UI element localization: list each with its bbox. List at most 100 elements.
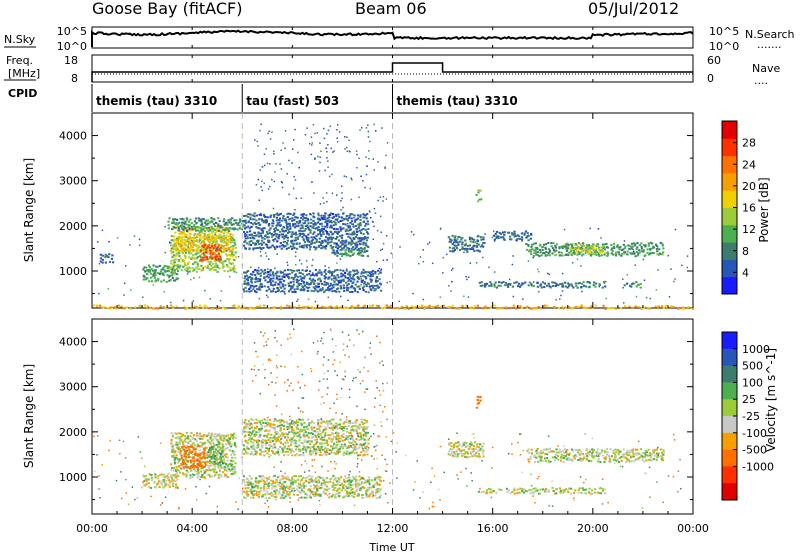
range-cell (179, 244, 182, 246)
range-cell (594, 285, 597, 288)
range-cell (337, 231, 340, 233)
range-cell (555, 243, 558, 246)
range-cell (317, 245, 321, 248)
range-cell (179, 264, 182, 267)
range-cell (471, 238, 474, 241)
range-cell (316, 217, 319, 220)
range-cell (281, 283, 284, 286)
range-cell (285, 247, 288, 250)
range-cell (267, 433, 270, 436)
range-cell (176, 486, 179, 489)
range-cell (312, 212, 315, 215)
range-cell (319, 161, 321, 164)
range-cell (303, 426, 306, 429)
range-cell (149, 486, 152, 489)
range-cell (287, 231, 290, 234)
range-cell (209, 436, 212, 439)
range-cell (329, 288, 332, 290)
range-cell (332, 279, 335, 282)
range-cell (182, 444, 185, 447)
range-cell (186, 247, 189, 250)
range-cell (221, 261, 224, 264)
range-cell (277, 289, 280, 292)
range-cell (152, 264, 155, 267)
range-cell (292, 450, 296, 453)
range-cell (370, 280, 373, 283)
range-cell (261, 270, 264, 273)
range-cell (371, 492, 374, 494)
range-cell (299, 422, 302, 424)
range-cell (590, 252, 593, 255)
range-cell (293, 139, 295, 141)
range-cell (177, 277, 179, 280)
range-cell (300, 484, 303, 487)
range-cell (188, 236, 191, 239)
range-cell (243, 235, 247, 238)
range-cell (508, 231, 511, 234)
range-cell (218, 245, 222, 248)
range-cell (284, 432, 287, 435)
range-cell (370, 486, 373, 489)
range-cell (328, 266, 330, 269)
range-cell (346, 288, 348, 291)
range-cell (659, 241, 662, 244)
range-cell (249, 437, 252, 440)
range-cell (171, 482, 174, 485)
range-cell (314, 237, 317, 240)
range-cell (280, 307, 283, 310)
range-cell (302, 442, 305, 445)
range-cell (335, 288, 339, 291)
range-cell (367, 480, 370, 483)
range-cell (366, 426, 369, 429)
range-cell (270, 449, 273, 452)
range-cell (550, 245, 553, 248)
range-cell (354, 424, 357, 427)
range-cell (225, 264, 229, 266)
range-cell (286, 223, 289, 226)
range-cell (273, 443, 276, 445)
range-cell (345, 418, 348, 421)
range-cell (233, 304, 236, 307)
range-cell (541, 249, 544, 251)
range-cell (548, 249, 551, 252)
range-cell (343, 274, 346, 277)
range-cell (269, 278, 272, 281)
range-cell (626, 253, 628, 255)
range-cell (357, 237, 360, 240)
range-cell (243, 448, 246, 451)
range-cell (334, 478, 337, 480)
range-cell (283, 433, 286, 436)
range-cell (354, 247, 357, 250)
range-cell (268, 258, 270, 260)
range-cell (185, 236, 188, 239)
range-cell (268, 232, 271, 235)
range-cell (174, 480, 177, 483)
range-cell (661, 244, 664, 247)
range-cell (172, 444, 175, 447)
range-cell (290, 235, 293, 238)
range-cell (377, 305, 380, 307)
range-cell (504, 284, 507, 287)
range-cell (277, 236, 280, 239)
range-cell (681, 306, 684, 309)
range-cell (282, 279, 286, 282)
range-cell (157, 475, 160, 478)
range-cell (308, 286, 311, 289)
range-cell (93, 304, 96, 307)
range-cell (323, 216, 326, 219)
range-cell (170, 271, 173, 274)
range-cell (214, 433, 217, 435)
range-cell (281, 290, 284, 293)
range-cell (476, 242, 479, 245)
range-cell (276, 222, 279, 225)
range-cell (534, 246, 537, 249)
range-cell (217, 306, 220, 309)
range-cell (209, 462, 212, 465)
range-cell (364, 224, 367, 227)
range-cell (337, 281, 341, 284)
range-cell (269, 436, 272, 439)
range-cell (247, 307, 250, 310)
range-cell (274, 238, 277, 241)
range-cell (534, 242, 537, 245)
range-cell (589, 248, 592, 251)
